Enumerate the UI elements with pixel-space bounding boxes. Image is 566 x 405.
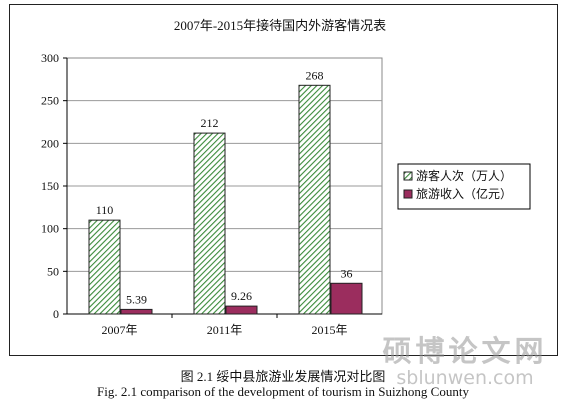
y-tick-label: 50 <box>47 264 59 278</box>
x-tick-label: 2007年 <box>101 323 137 337</box>
figure-caption-en: Fig. 2.1 comparison of the development o… <box>97 384 469 399</box>
data-label: 212 <box>201 116 219 130</box>
data-label: 36 <box>341 266 353 280</box>
y-tick-label: 0 <box>53 307 59 321</box>
x-tick-label: 2015年 <box>311 323 347 337</box>
legend-box <box>397 163 531 210</box>
y-tick-label: 150 <box>41 179 59 193</box>
bar-visitors <box>298 84 331 315</box>
x-tick-label: 2011年 <box>207 323 243 337</box>
legend-label: 游客人次（万人） <box>416 168 512 183</box>
bar-revenue <box>225 305 258 315</box>
y-tick-label: 250 <box>41 94 59 108</box>
legend-swatch <box>403 189 413 199</box>
data-label: 268 <box>306 68 324 82</box>
legend-swatch <box>403 171 413 181</box>
chart-title: 2007年-2015年接待国内外游客情况表 <box>174 18 386 33</box>
bar-revenue <box>120 308 153 315</box>
data-label: 110 <box>96 203 114 217</box>
chart-legend: 游客人次（万人） 旅游收入（亿元） <box>397 163 531 210</box>
y-tick-label: 100 <box>41 222 59 236</box>
legend-label: 旅游收入（亿元） <box>416 186 512 201</box>
y-tick-label: 200 <box>41 136 59 150</box>
data-label: 5.39 <box>126 292 147 306</box>
bar-revenue <box>330 282 363 315</box>
bar-visitors <box>88 219 121 315</box>
y-tick-label: 300 <box>41 51 59 65</box>
figure-caption-cn: 图 2.1 绥中县旅游业发展情况对比图 <box>180 369 386 384</box>
bar-visitors <box>193 132 226 315</box>
bar-chart: 2007年-2015年接待国内外游客情况表 0 50 100 150 200 250 300… <box>41 18 531 337</box>
data-label: 9.26 <box>231 289 252 303</box>
